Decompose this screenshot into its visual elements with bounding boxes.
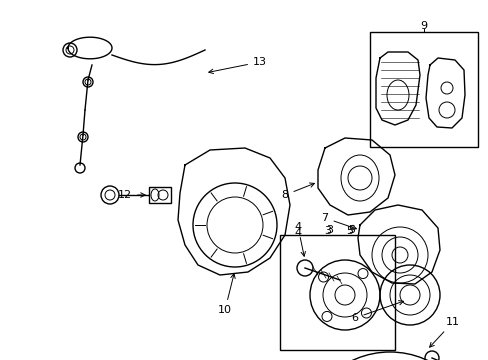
Text: 5: 5 xyxy=(348,225,355,235)
Text: 13: 13 xyxy=(208,57,266,73)
Text: 5: 5 xyxy=(346,226,353,236)
Bar xyxy=(280,235,394,350)
Text: 12: 12 xyxy=(118,190,145,200)
Text: 2: 2 xyxy=(0,359,1,360)
Text: 6: 6 xyxy=(351,301,403,323)
Text: 1: 1 xyxy=(0,359,1,360)
Text: 7: 7 xyxy=(321,213,356,229)
Text: 11: 11 xyxy=(429,317,459,347)
Text: 4: 4 xyxy=(294,228,301,238)
Text: 9: 9 xyxy=(420,21,427,31)
Bar xyxy=(369,32,477,147)
Text: 3: 3 xyxy=(324,226,331,236)
Text: 10: 10 xyxy=(218,274,235,315)
Text: 8: 8 xyxy=(281,183,314,200)
Bar xyxy=(149,187,171,203)
Text: 3: 3 xyxy=(326,225,333,235)
Text: 4: 4 xyxy=(294,222,305,256)
